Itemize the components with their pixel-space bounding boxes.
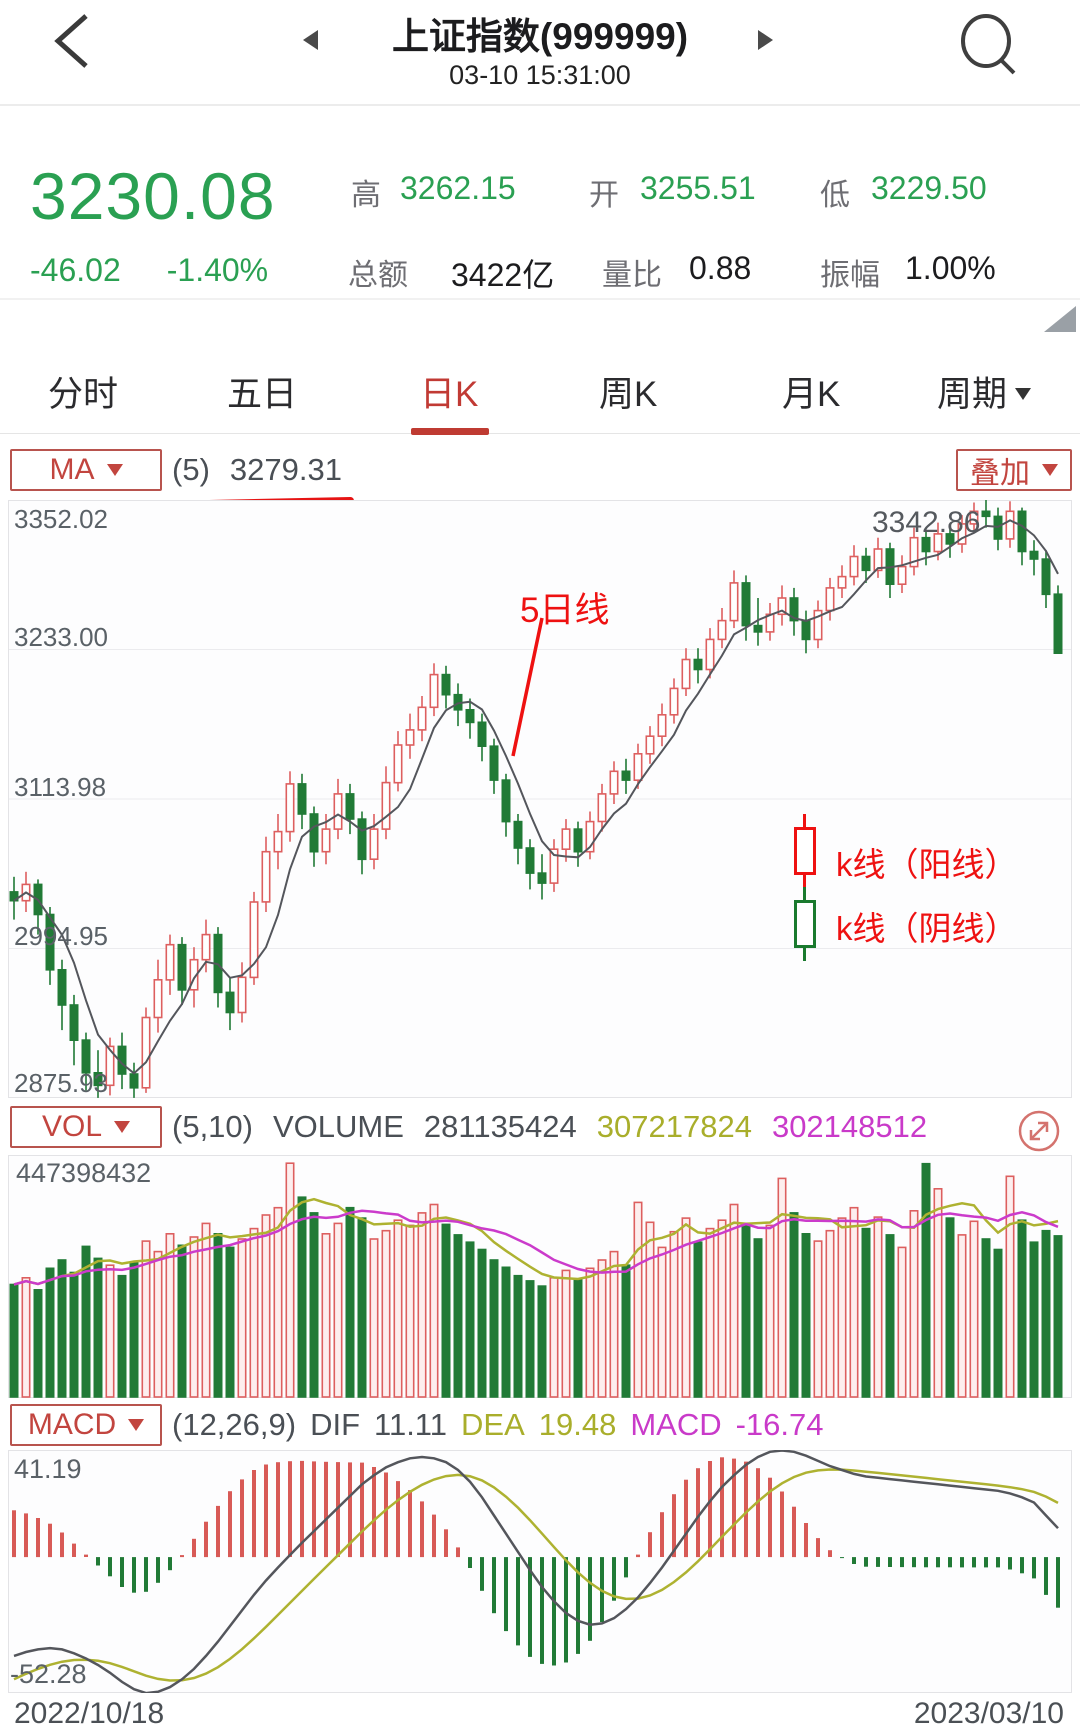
prev-stock-icon[interactable]: [303, 30, 318, 50]
amount-value: 3422亿: [451, 257, 555, 293]
dropdown-icon: [106, 464, 123, 476]
peak-price-label: 3342.86: [872, 506, 981, 539]
date-range-start: 2022/10/18: [14, 1697, 165, 1730]
tab-period-label: 周期: [937, 375, 1008, 414]
legend-bullish-candle-icon: [792, 814, 818, 888]
search-icon[interactable]: [952, 10, 1024, 78]
macd-params: (12,26,9): [172, 1407, 297, 1442]
macd-label: MACD: [630, 1407, 722, 1442]
price-change: -46.02: [30, 252, 121, 288]
vol-ratio-label: 量比: [602, 259, 662, 292]
macd-indicator-selector[interactable]: MACD: [10, 1404, 162, 1446]
low-label: 低: [820, 179, 850, 212]
dropdown-icon: [114, 1121, 131, 1133]
price-change-row: -46.02 -1.40%: [30, 252, 268, 289]
header-divider: [0, 104, 1080, 106]
vol-ma5-value: 307217824: [596, 1109, 752, 1144]
low-value: 3229.50: [871, 170, 987, 206]
legend-bearish-label: k线（阴线）: [836, 910, 1018, 947]
chevron-down-icon: [1015, 388, 1032, 400]
ma-value: 3279.31: [229, 452, 342, 487]
volume-chart[interactable]: [8, 1155, 1072, 1398]
expand-chart-icon[interactable]: [1016, 1108, 1062, 1154]
vol-axis-max-label: 447398432: [16, 1158, 152, 1188]
dea-label: DEA: [461, 1407, 525, 1442]
tab-minute[interactable]: 分时: [48, 375, 119, 414]
section-divider: [0, 298, 1080, 300]
vol-selector-label: VOL: [41, 1110, 103, 1143]
last-price: 3230.08: [30, 159, 276, 233]
quote-time: 03-10 15:31:00: [449, 60, 631, 90]
ma5-annotation: 5日线: [520, 591, 610, 630]
macd-selector-label: MACD: [27, 1408, 117, 1441]
open-label: 开: [589, 179, 619, 212]
dropdown-icon: [128, 1419, 145, 1431]
page-title: 上证指数(999999): [391, 16, 689, 57]
ma-readout: (5) 3279.31: [172, 449, 342, 491]
dropdown-icon: [1042, 464, 1058, 476]
vol-ma10-value: 302148512: [771, 1109, 928, 1144]
macd-readout: (12,26,9) DIF 11.11 DEA 19.48 MACD -16.7…: [172, 1404, 824, 1446]
macd-axis-max-label: 41.19: [14, 1454, 82, 1484]
ma-period: (5): [172, 452, 210, 487]
tab-period[interactable]: 周期: [937, 366, 1032, 417]
amount-label: 总额: [348, 259, 408, 292]
vol-name: VOLUME: [272, 1109, 404, 1144]
k-axis-label: 2875.93: [14, 1068, 108, 1098]
k-axis-label: 2994.95: [14, 921, 108, 951]
tab-5day[interactable]: 五日: [227, 375, 298, 414]
macd-axis-min-label: -52.28: [10, 1659, 87, 1689]
k-axis-label: 3352.02: [14, 504, 108, 534]
high-label: 高: [351, 179, 381, 212]
k-axis-label: 3233.00: [14, 622, 108, 652]
dif-label: DIF: [310, 1407, 361, 1442]
overlay-button[interactable]: 叠加: [956, 449, 1072, 491]
ma-indicator-selector[interactable]: MA: [10, 449, 162, 491]
active-tab-underline: [411, 428, 489, 435]
high-value: 3262.15: [400, 170, 516, 206]
corner-resize-icon: [1044, 306, 1076, 332]
ma-selector-label: MA: [49, 453, 95, 486]
vol-indicator-selector[interactable]: VOL: [10, 1106, 162, 1148]
next-stock-icon[interactable]: [758, 30, 773, 50]
macd-chart[interactable]: [8, 1450, 1072, 1693]
dif-value: 11.11: [374, 1407, 447, 1442]
k-axis-label: 3113.98: [14, 772, 107, 802]
vol-value: 281135424: [423, 1109, 577, 1144]
kline-chart[interactable]: [8, 500, 1072, 1098]
vol-params: (5,10): [172, 1109, 253, 1144]
overlay-label: 叠加: [970, 457, 1030, 490]
legend-bearish-candle-icon: [792, 887, 818, 961]
tab-monthly-k[interactable]: 月K: [782, 375, 841, 414]
date-range-end: 2023/03/10: [913, 1697, 1064, 1730]
tab-daily-k[interactable]: 日K: [420, 375, 479, 414]
amplitude-label: 振幅: [820, 259, 880, 292]
dea-value: 19.48: [538, 1407, 617, 1442]
legend-bullish-label: k线（阳线）: [836, 846, 1018, 883]
open-value: 3255.51: [640, 170, 756, 206]
tab-weekly-k[interactable]: 周K: [599, 375, 658, 414]
back-icon[interactable]: [48, 10, 98, 72]
amplitude-value: 1.00%: [905, 250, 996, 286]
macd-value: -16.74: [735, 1407, 824, 1442]
price-change-pct: -1.40%: [166, 252, 269, 288]
vol-readout: (5,10) VOLUME 281135424 307217824 302148…: [172, 1106, 927, 1148]
tabs-divider: [0, 433, 1080, 434]
vol-ratio-value: 0.88: [689, 250, 752, 286]
